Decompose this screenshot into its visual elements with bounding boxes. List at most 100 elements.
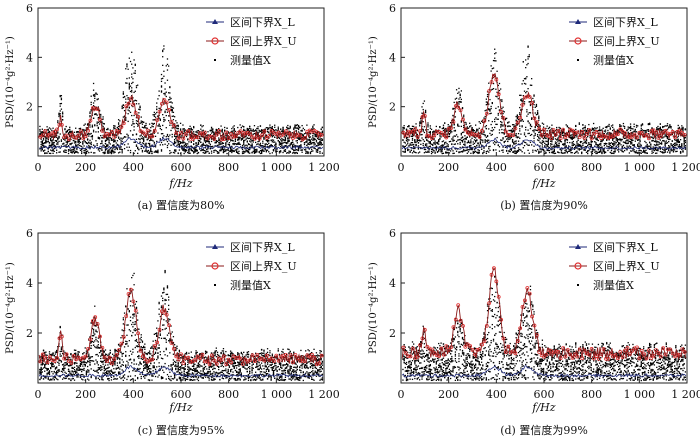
measured-point: [188, 150, 190, 153]
measured-point: [98, 138, 101, 140]
measured-point: [474, 137, 477, 139]
measured-point: [142, 139, 145, 141]
x-tick-label: 1 200: [308, 161, 340, 174]
measured-point: [305, 132, 307, 134]
measured-point: [645, 145, 647, 147]
measured-point: [54, 145, 57, 148]
measured-point: [460, 101, 462, 103]
measured-point: [427, 124, 429, 126]
measured-point: [627, 146, 629, 148]
measured-point: [193, 143, 195, 146]
measured-point: [527, 144, 529, 146]
measured-point: [128, 83, 130, 86]
measured-point: [313, 137, 315, 140]
measured-point: [282, 128, 284, 131]
measured-point: [494, 120, 496, 123]
measured-point: [57, 137, 59, 140]
measured-point: [612, 126, 614, 129]
measured-point: [101, 121, 103, 123]
measured-point: [245, 144, 247, 146]
legend-measured-marker: [214, 59, 216, 61]
measured-point: [284, 136, 287, 138]
measured-point: [128, 77, 130, 79]
measured-point: [442, 126, 445, 128]
measured-point: [522, 147, 524, 149]
measured-point: [416, 138, 418, 141]
upper-bound-marker: [319, 133, 324, 137]
measured-point: [290, 143, 293, 145]
measured-point: [260, 149, 263, 151]
measured-point: [513, 143, 515, 145]
measured-point: [135, 122, 138, 125]
measured-point: [509, 125, 511, 128]
measured-point: [576, 144, 578, 146]
measured-point: [47, 138, 49, 141]
measured-point: [50, 138, 52, 141]
measured-point: [615, 145, 617, 148]
measured-point: [113, 147, 115, 149]
measured-point: [204, 140, 207, 142]
measured-point: [257, 140, 259, 143]
measured-point: [494, 143, 496, 146]
measured-point: [83, 152, 85, 154]
measured-point: [511, 130, 514, 132]
measured-point: [579, 135, 582, 137]
measured-point: [589, 129, 591, 131]
measured-point: [108, 142, 110, 144]
measured-point: [505, 131, 508, 133]
measured-point: [305, 136, 307, 138]
measured-point: [609, 132, 611, 134]
measured-point: [225, 137, 227, 139]
measured-point: [582, 142, 584, 145]
measured-point: [297, 125, 300, 128]
measured-point: [478, 127, 480, 130]
measured-point: [260, 145, 263, 147]
measured-point: [545, 127, 547, 130]
measured-point: [557, 140, 559, 142]
measured-point: [587, 150, 589, 153]
measured-point: [153, 143, 156, 145]
measured-point: [466, 147, 468, 149]
measured-point: [196, 149, 198, 151]
measured-point: [166, 135, 169, 137]
measured-point: [311, 142, 313, 144]
measured-point: [600, 142, 602, 145]
measured-point: [434, 142, 436, 144]
measured-point: [117, 128, 120, 131]
measured-point: [158, 117, 160, 119]
measured-point: [156, 111, 158, 114]
measured-point: [320, 144, 322, 146]
measured-point: [233, 143, 235, 146]
measured-point: [126, 133, 128, 135]
measured-point: [526, 111, 528, 113]
measured-point: [441, 140, 443, 143]
measured-point: [147, 152, 150, 154]
measured-point: [297, 137, 300, 139]
measured-point: [202, 142, 204, 144]
measured-point: [268, 142, 270, 144]
measured-point: [114, 145, 116, 148]
measured-point: [154, 135, 157, 138]
measured-point: [215, 139, 217, 142]
measured-point: [459, 138, 461, 141]
measured-point: [234, 149, 237, 151]
measured-point: [153, 132, 156, 134]
measured-point: [140, 116, 142, 118]
measured-point: [76, 144, 78, 147]
measured-point: [121, 107, 123, 110]
measured-point: [668, 140, 670, 143]
measured-point: [507, 135, 509, 137]
measured-point: [540, 151, 542, 153]
measured-point: [111, 139, 114, 141]
measured-point: [485, 104, 488, 106]
measured-point: [228, 144, 231, 147]
measured-point: [521, 98, 523, 100]
measured-point: [284, 149, 287, 151]
measured-point: [559, 148, 561, 151]
measured-point: [515, 119, 517, 121]
measured-point: [170, 106, 172, 108]
measured-point: [484, 110, 486, 112]
measured-point: [614, 147, 616, 150]
measured-point: [590, 145, 592, 148]
measured-point: [472, 131, 474, 133]
